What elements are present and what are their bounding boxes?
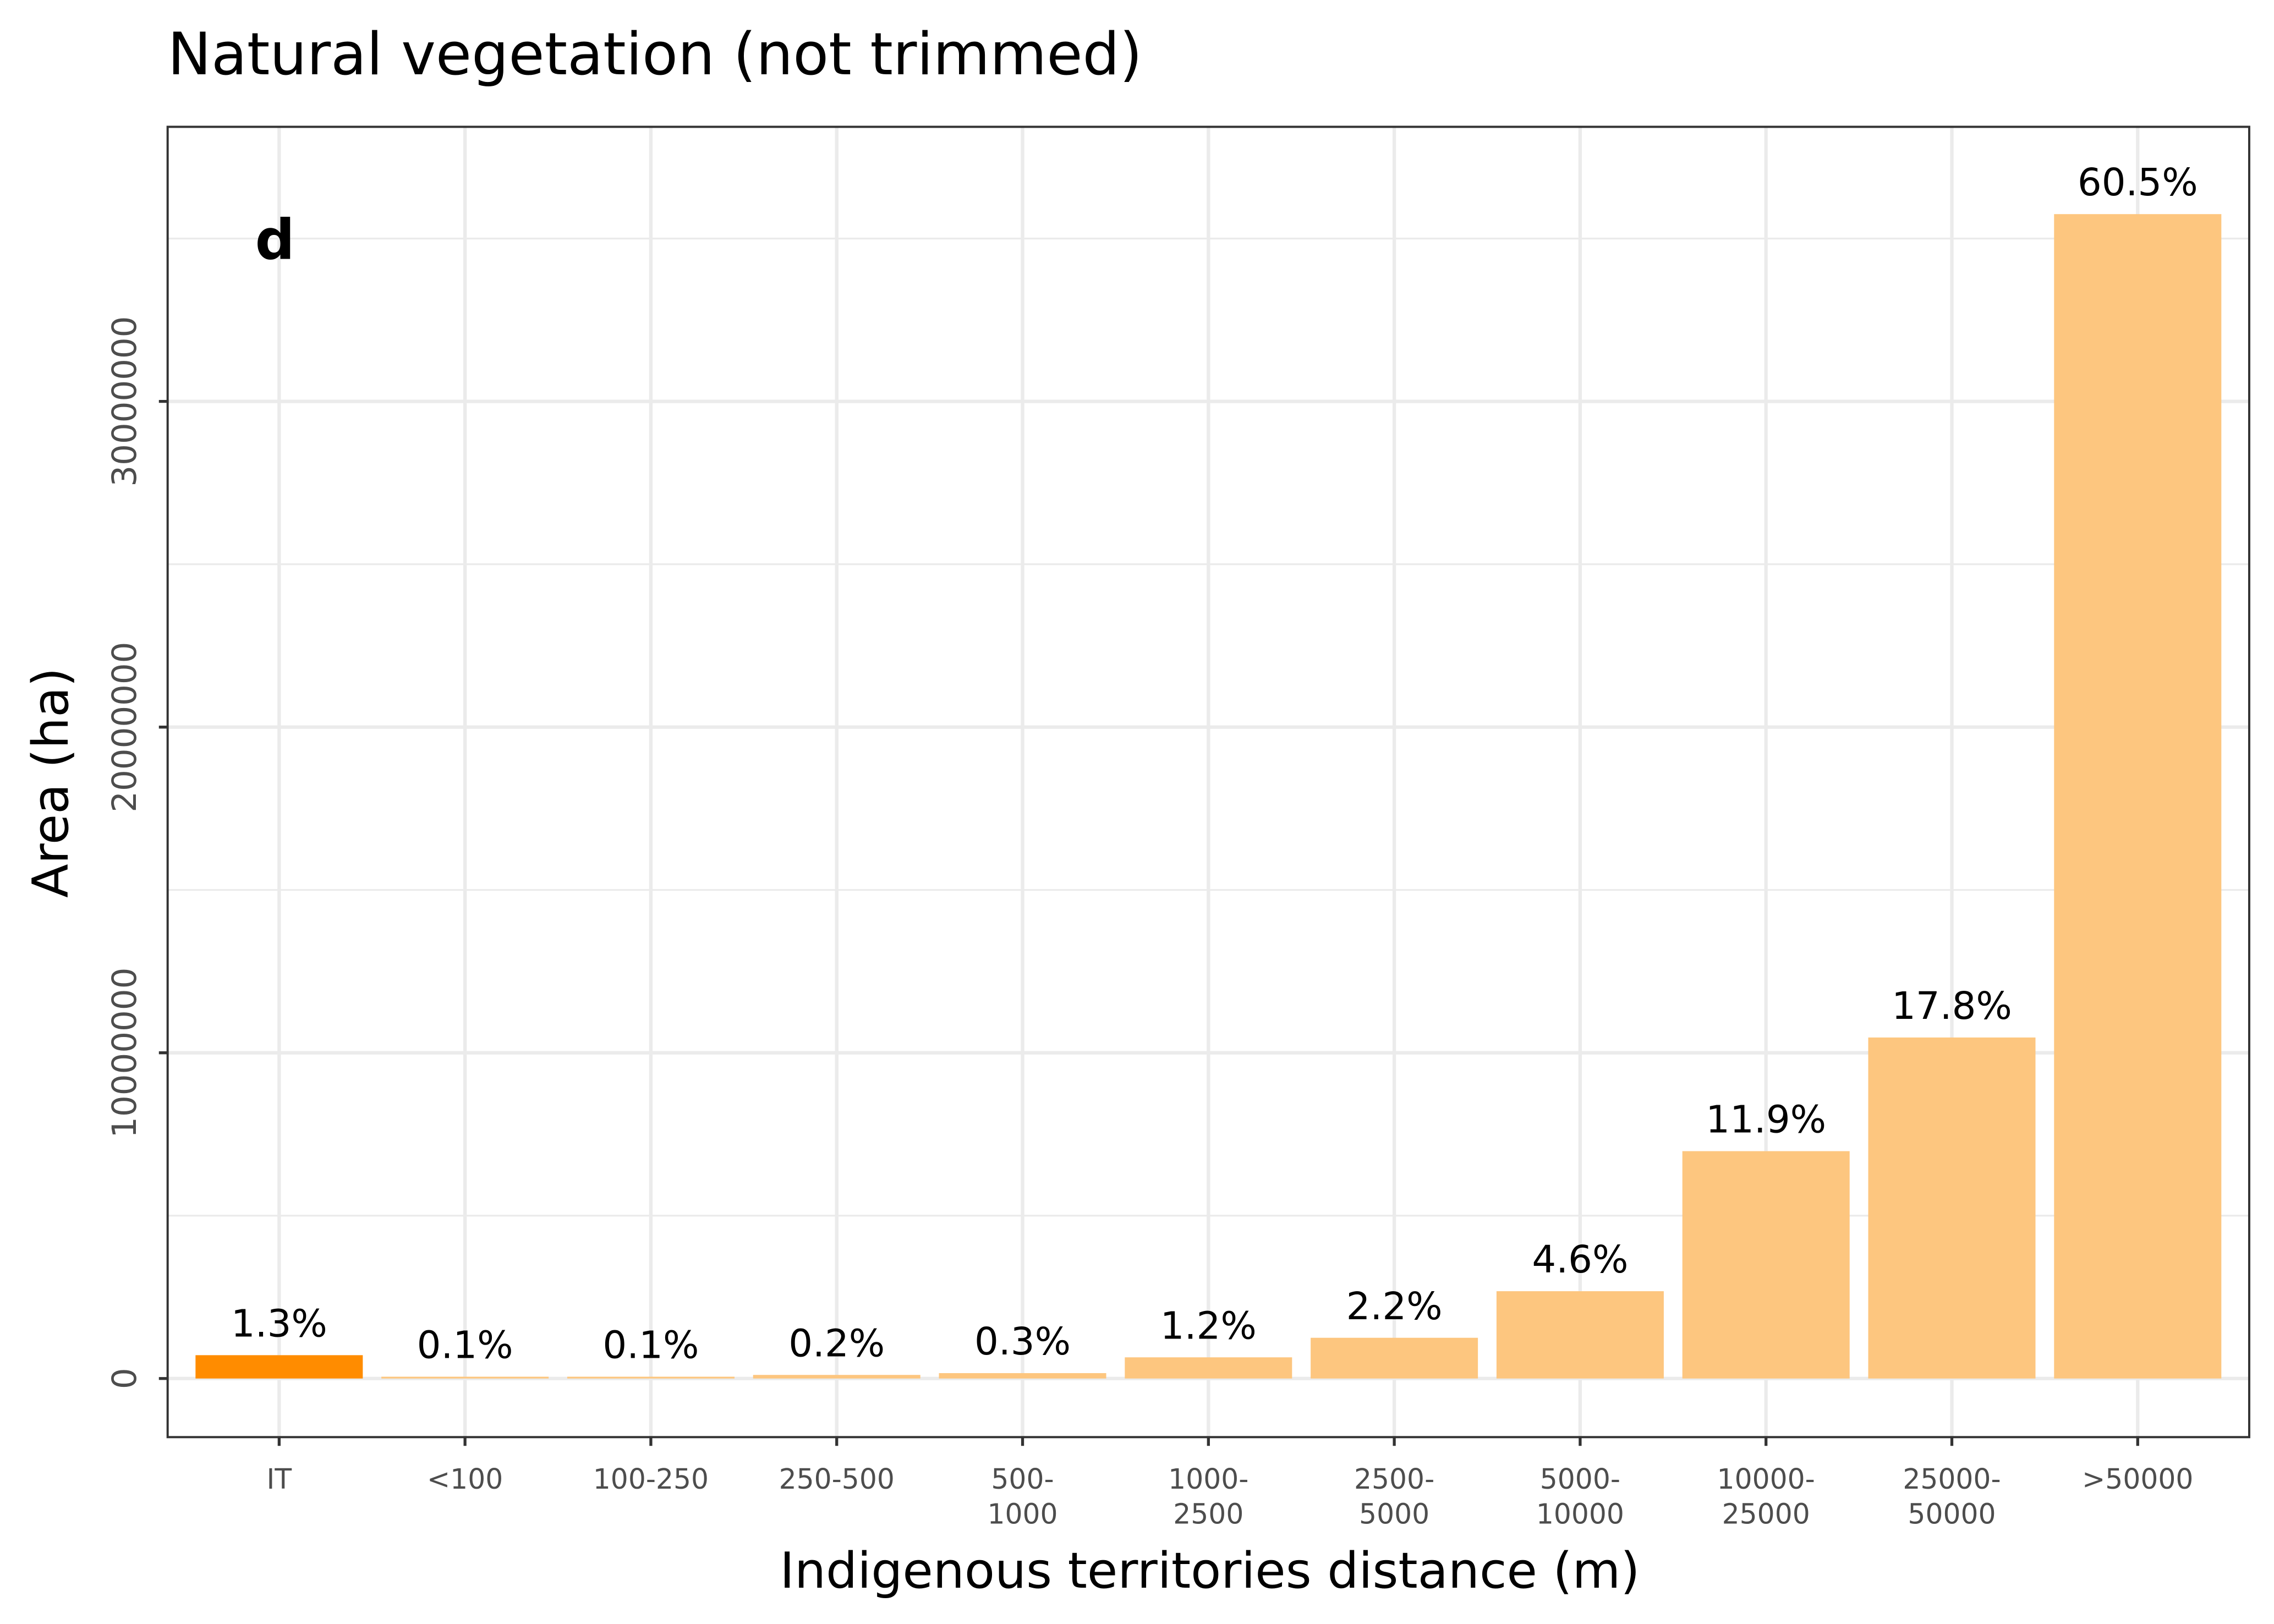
value-label: 4.6%	[1532, 1238, 1628, 1282]
value-label: 1.3%	[231, 1302, 327, 1346]
value-label: 0.1%	[602, 1324, 699, 1368]
value-label: 1.2%	[1160, 1304, 1257, 1348]
x-tick-label: 2500-5000	[1354, 1462, 1434, 1530]
bar	[195, 1355, 363, 1379]
x-tick-label: 1000-2500	[1168, 1462, 1248, 1530]
y-axis-title: Area (ha)	[22, 668, 80, 898]
plot-border	[166, 125, 2250, 1439]
panel-label: d	[255, 207, 295, 272]
x-tick-label: <100	[427, 1462, 503, 1495]
chart-title: Natural vegetation (not trimmed)	[168, 20, 1142, 88]
x-tick-label: 5000-10000	[1536, 1462, 1624, 1530]
bar	[567, 1376, 735, 1379]
bar	[939, 1373, 1106, 1379]
y-tick-label: 20000000	[105, 642, 144, 813]
value-label: 0.2%	[788, 1321, 885, 1365]
x-tick-label: IT	[267, 1462, 292, 1495]
bar	[1682, 1151, 1850, 1379]
value-label: 11.9%	[1706, 1098, 1826, 1142]
bar	[1868, 1037, 2036, 1379]
value-label: 2.2%	[1346, 1285, 1443, 1329]
x-tick-label: 250-500	[779, 1462, 895, 1495]
x-tick-label: >50000	[2082, 1462, 2193, 1495]
x-tick-label: 25000-50000	[1903, 1462, 2001, 1530]
bar	[1311, 1337, 1478, 1379]
y-tick-label: 10000000	[105, 968, 144, 1138]
value-label: 60.5%	[2078, 161, 2198, 205]
value-label: 0.1%	[417, 1324, 513, 1368]
x-tick-label: 100-250	[593, 1462, 709, 1495]
x-tick-label: 10000-25000	[1717, 1462, 1815, 1530]
y-tick-label: 30000000	[105, 316, 144, 487]
bar	[1125, 1357, 1292, 1379]
bar	[381, 1376, 549, 1379]
bar	[2054, 214, 2222, 1379]
x-axis-title: Indigenous territories distance (m)	[780, 1542, 1640, 1600]
value-label: 17.8%	[1892, 984, 2012, 1028]
value-label: 0.3%	[974, 1320, 1071, 1364]
x-tick-label: 500-1000	[987, 1462, 1057, 1530]
bar	[1496, 1291, 1664, 1379]
y-tick-label: 0	[105, 1368, 144, 1389]
bar	[753, 1375, 920, 1379]
